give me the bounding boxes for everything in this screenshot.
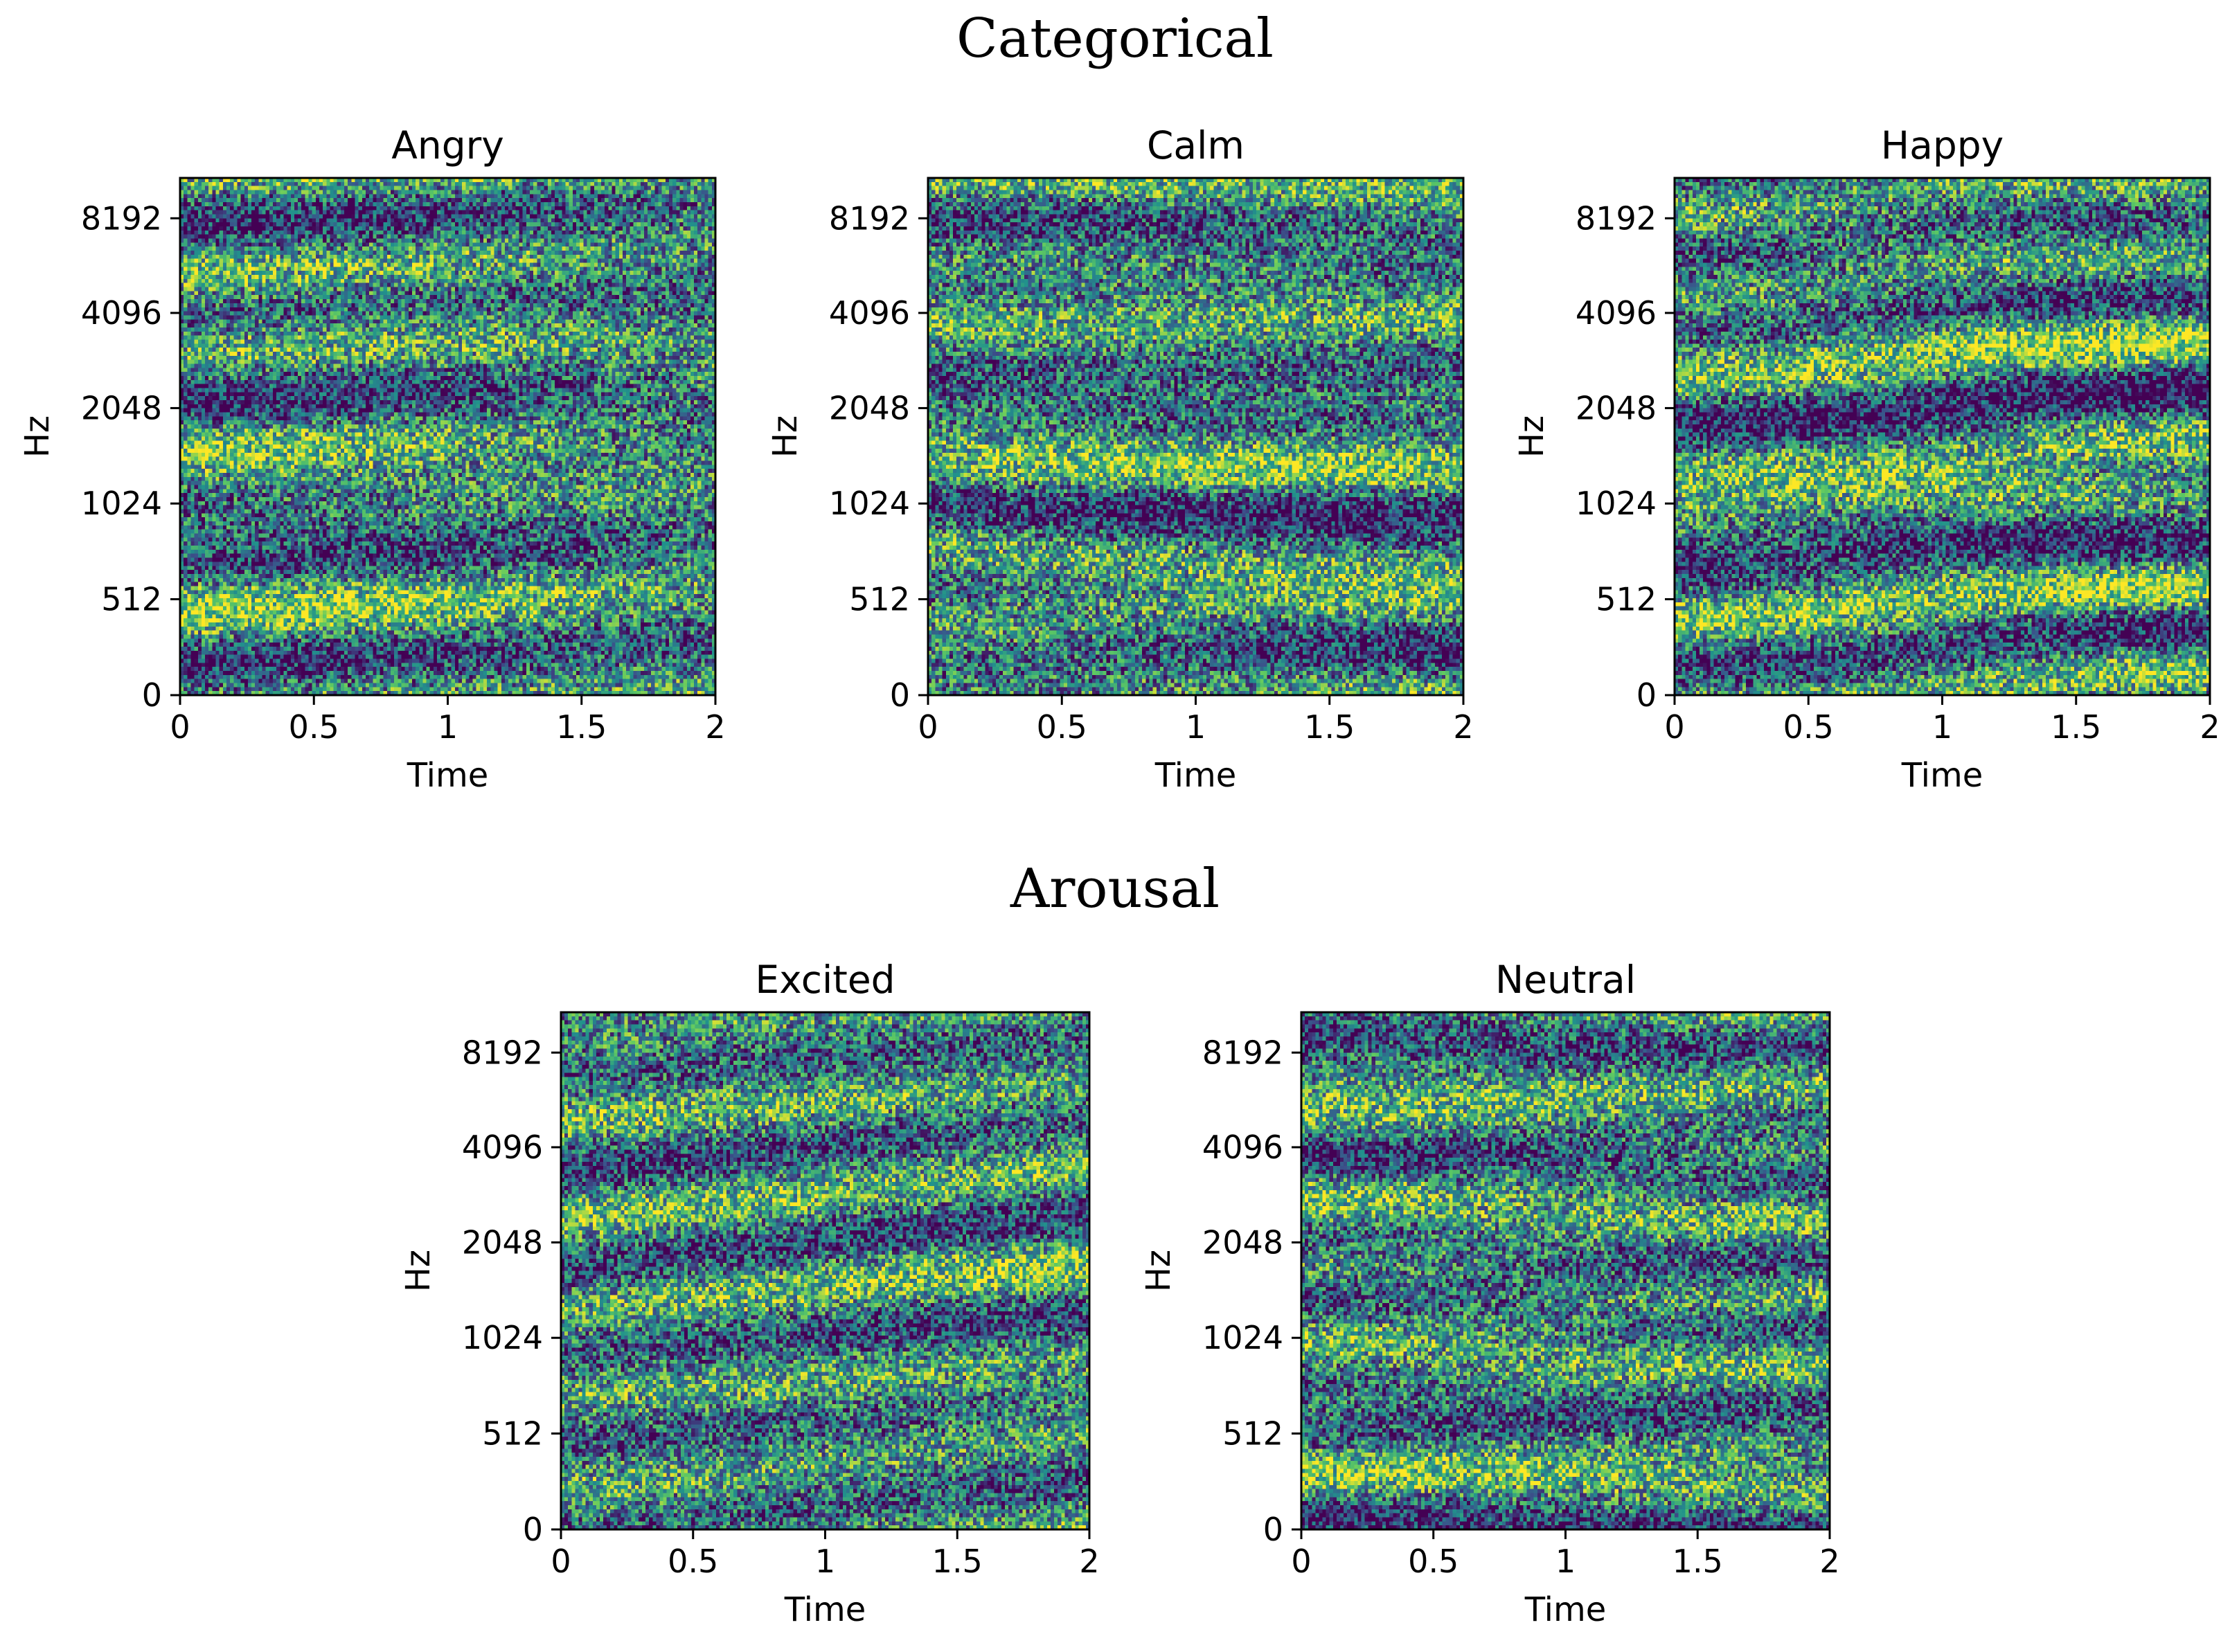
x-tick-label: 1 [1932,708,1952,746]
x-tick-label: 1 [815,1543,835,1580]
x-tick-label: 1.5 [1672,1543,1723,1580]
y-tick-label: 0 [1636,676,1657,714]
y-tick-label: 1024 [1202,1319,1283,1356]
y-tick-label: 512 [101,580,162,618]
x-axis-label: Time [1524,1590,1606,1629]
x-tick-label: 2 [1079,1543,1099,1580]
section-title-arousal: Arousal [1010,858,1220,920]
x-tick-label: 1.5 [556,708,607,746]
y-axis-label: Hz [1513,415,1551,458]
y-tick-label: 512 [1222,1415,1283,1452]
y-tick-label: 4096 [81,294,162,332]
y-tick-label: 0 [142,676,162,714]
x-tick-label: 0 [918,708,938,746]
y-tick-label: 0 [1263,1511,1283,1548]
x-axis-label: Time [407,756,488,795]
x-tick-label: 1 [438,708,458,746]
spectrogram-image [561,1012,1089,1529]
y-tick-label: 8192 [1202,1034,1283,1071]
x-tick-label: 0 [551,1543,571,1580]
x-tick-label: 2 [2200,708,2220,746]
y-axis-label: Hz [1139,1250,1178,1292]
section-title-categorical: Categorical [956,8,1274,70]
y-tick-label: 4096 [829,294,910,332]
x-tick-label: 1 [1555,1543,1576,1580]
y-tick-label: 1024 [462,1319,543,1356]
x-tick-label: 0 [170,708,190,746]
panel-title: Neutral [1495,958,1636,1002]
y-tick-label: 4096 [1202,1129,1283,1166]
y-axis-label: Hz [18,415,57,458]
spectrogram-image [1301,1012,1830,1529]
x-tick-label: 1.5 [1304,708,1355,746]
spectrogram-panel-excited: Excited 0 0.5 1 1.5 2 0 512 1024 2048 4096 8192 Time… [399,958,1100,1629]
spectrogram-panel-happy: Happy 0 0.5 1 1.5 2 0 512 1024 2048 4096 8192 Time Hz [1513,123,2220,795]
x-axis-label: Time [1901,756,1983,795]
x-tick-label: 0.5 [1783,708,1834,746]
y-tick-label: 512 [482,1415,543,1452]
x-tick-label: 0.5 [1037,708,1087,746]
y-tick-label: 2048 [829,389,910,427]
x-tick-label: 1.5 [932,1543,983,1580]
x-tick-label: 0 [1664,708,1684,746]
x-tick-label: 1.5 [2051,708,2101,746]
y-tick-label: 0 [523,1511,543,1548]
y-tick-label: 512 [849,580,910,618]
spectrogram-panel-angry: Angry 0 0.5 1 1.5 2 0 512 1024 2048 4096 8192 Time Hz [18,123,726,795]
x-tick-label: 2 [1819,1543,1839,1580]
panel-title: Angry [391,123,504,168]
x-tick-label: 0.5 [668,1543,718,1580]
y-tick-label: 2048 [81,389,162,427]
spectrogram-panel-neutral: Neutral 0 0.5 1 1.5 2 0 512 1024 2048 4096 8192 Time… [1139,958,1840,1629]
y-axis-label: Hz [399,1250,438,1292]
x-tick-label: 2 [705,708,725,746]
y-tick-label: 1024 [81,485,162,522]
y-tick-label: 8192 [81,199,162,237]
x-tick-label: 1 [1186,708,1206,746]
x-tick-label: 0.5 [289,708,339,746]
y-tick-label: 8192 [462,1034,543,1071]
y-axis-label: Hz [766,415,805,458]
y-tick-label: 512 [1596,580,1657,618]
x-axis-label: Time [1154,756,1236,795]
y-tick-label: 2048 [1576,389,1657,427]
x-tick-label: 0.5 [1408,1543,1459,1580]
spectrogram-image [928,178,1463,695]
x-axis-label: Time [784,1590,866,1629]
spectrogram-image [180,178,715,695]
y-tick-label: 8192 [1576,199,1657,237]
spectrogram-image [1675,178,2210,695]
y-tick-label: 1024 [829,485,910,522]
panel-title: Excited [755,958,895,1002]
y-tick-label: 4096 [462,1129,543,1166]
y-tick-label: 2048 [462,1223,543,1261]
y-tick-label: 2048 [1202,1223,1283,1261]
panel-title: Happy [1881,123,2004,168]
y-tick-label: 4096 [1576,294,1657,332]
x-tick-label: 2 [1453,708,1473,746]
x-tick-label: 0 [1291,1543,1311,1580]
panel-title: Calm [1147,123,1245,168]
spectrogram-panel-calm: Calm 0 0.5 1 1.5 2 0 512 1024 2048 4096 8192 Time Hz [766,123,1474,795]
y-tick-label: 8192 [829,199,910,237]
y-tick-label: 0 [890,676,910,714]
y-tick-label: 1024 [1576,485,1657,522]
